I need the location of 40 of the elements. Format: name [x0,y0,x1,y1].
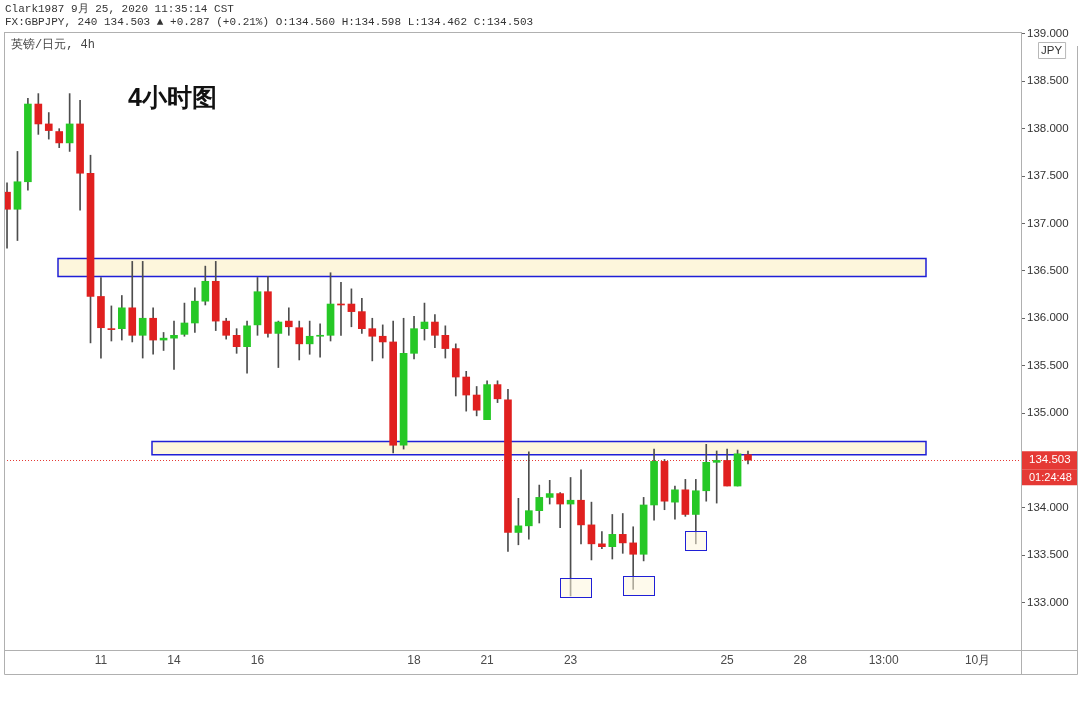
y-axis-title: JPY [1041,44,1063,57]
text: 英镑/日元, 4h [11,38,96,53]
candlestick [138,261,147,359]
x-tick-label: 10月 [964,652,991,667]
y-tick-label: 137.500 [1027,169,1069,182]
text: Clark1987 9月 25, 2020 11:35:14 CST [5,3,234,16]
x-tick-label: 25 [720,652,735,667]
y-tick-label: 136.500 [1027,264,1069,277]
y-tick-label: 135.000 [1027,406,1069,419]
y-tick-label: 133.500 [1027,548,1069,561]
text: 01:24:48 [1029,470,1072,483]
candlestick [545,480,554,505]
text: FX:GBPJPY, 240 134.503 ▲ +0.287 (+0.21%) O:134.560 H:134.598 L:134.462 C:134.503 [5,16,534,29]
x-tick-label: 28 [793,652,808,667]
y-tick-label: 139.000 [1027,27,1069,40]
candlestick [525,451,533,540]
y-tick-label: 138.500 [1027,74,1069,87]
text: 4小时图 [128,82,217,112]
ref-line-label: 134.503 [1029,453,1071,466]
y-tick-label: 137.000 [1027,216,1069,229]
x-tick-label: 16 [250,652,265,667]
candlestick [305,320,314,355]
candlestick [618,513,627,554]
candlestick [629,526,638,590]
candlestick [712,450,721,504]
y-tick-label: 133.000 [1027,595,1069,608]
y-tick-label: 136.000 [1027,311,1069,324]
x-tick-label: 13:00 [868,652,899,667]
y-tick-label: 138.000 [1027,121,1069,134]
candlestick [316,323,324,358]
x-tick-label: 21 [480,652,495,667]
x-tick-label: 14 [167,652,181,667]
x-tick-label: 18 [407,652,422,667]
x-tick-label: 23 [563,652,578,667]
candlestick [368,317,377,362]
y-tick-label: 135.500 [1027,358,1069,371]
candlestick [284,307,293,336]
x-tick-label: 11 [94,652,108,667]
y-tick-label: 134.000 [1027,500,1069,513]
candlestick [378,324,387,359]
